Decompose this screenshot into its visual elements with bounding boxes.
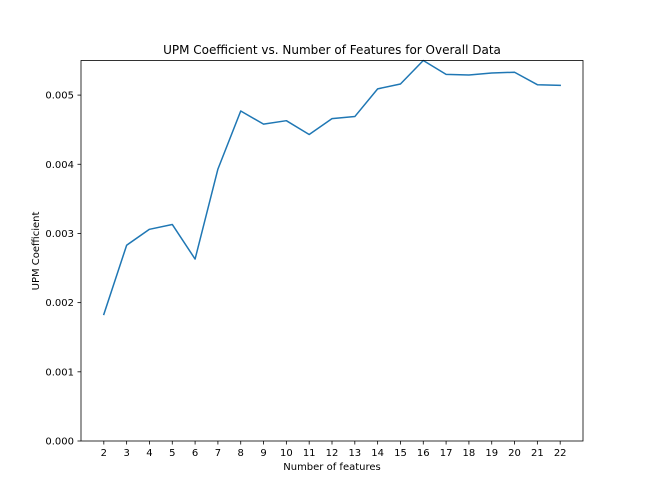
y-axis-label: UPM Coefficient [31,212,42,291]
y-tick-label: 0.002 [45,298,74,309]
x-tick-label: 16 [417,448,430,459]
x-tick-label: 12 [326,448,339,459]
y-tick-label: 0.005 [45,91,74,102]
x-tick-label: 7 [215,448,221,459]
y-tick-label: 0.004 [45,160,74,171]
x-tick-label: 8 [238,448,244,459]
x-tick-label: 5 [169,448,175,459]
x-tick-label: 2 [101,448,107,459]
x-tick-label: 21 [531,448,544,459]
x-tick-label: 13 [348,448,361,459]
y-tick-label: 0.003 [45,229,74,240]
x-tick-label: 20 [508,448,521,459]
x-tick-label: 19 [485,448,498,459]
series-layer [102,59,561,316]
series-line-0 [102,59,561,316]
x-tick-label: 3 [123,448,129,459]
x-tick-label: 9 [260,448,266,459]
x-tick-label: 22 [554,448,567,459]
x-axis-ticks: 2 3 4 5 6 7 8 9 10 11 12 13 14 15 16 17 18 19 20 21 22 [101,441,567,459]
x-tick-label: 10 [280,448,293,459]
y-tick-label: 0.000 [45,437,74,448]
y-tick-label: 0.001 [45,367,74,378]
x-tick-label: 14 [371,448,384,459]
x-tick-label: 11 [303,448,316,459]
plot-frame [80,60,584,442]
x-tick-label: 17 [440,448,453,459]
x-axis-label: Number of features [283,462,380,473]
x-tick-label: 4 [146,448,152,459]
x-tick-label: 18 [463,448,476,459]
y-axis-ticks: 0.000 0.001 0.002 0.003 0.004 0.005 [45,91,81,448]
chart-title: UPM Coefficient vs. Number of Features f… [163,43,501,57]
x-tick-label: 6 [192,448,198,459]
plot-area [81,60,583,441]
x-tick-label: 15 [394,448,407,459]
